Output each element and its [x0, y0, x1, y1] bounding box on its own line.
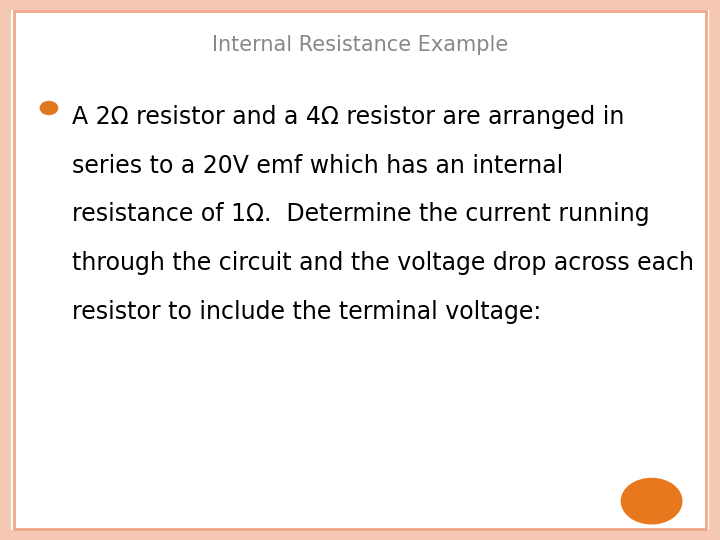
Text: series to a 20V emf which has an internal: series to a 20V emf which has an interna…: [72, 154, 563, 178]
Text: A 2Ω resistor and a 4Ω resistor are arranged in: A 2Ω resistor and a 4Ω resistor are arra…: [72, 105, 624, 129]
Circle shape: [621, 478, 682, 524]
Circle shape: [40, 102, 58, 114]
Text: through the circuit and the voltage drop across each: through the circuit and the voltage drop…: [72, 251, 694, 275]
Text: Internal Resistance Example: Internal Resistance Example: [212, 35, 508, 55]
Text: resistance of 1Ω.  Determine the current running: resistance of 1Ω. Determine the current …: [72, 202, 649, 226]
Text: resistor to include the terminal voltage:: resistor to include the terminal voltage…: [72, 300, 541, 323]
